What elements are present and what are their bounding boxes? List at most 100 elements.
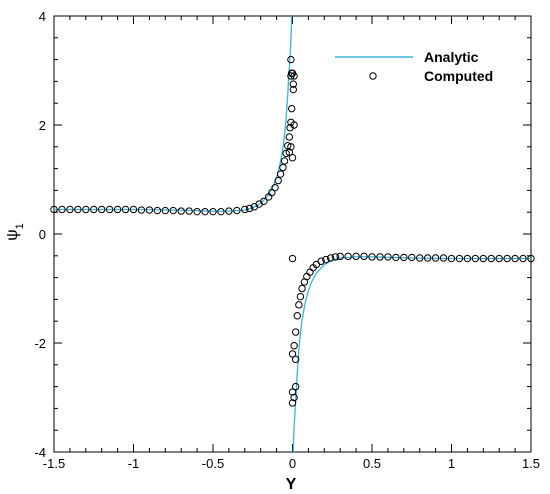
- computed-point: [271, 183, 279, 192]
- computed-point: [298, 284, 306, 293]
- computed-point: [288, 388, 297, 396]
- computed-point: [408, 253, 416, 262]
- computed-point: [400, 253, 408, 262]
- computed-point: [291, 382, 300, 391]
- computed-point: [291, 355, 300, 364]
- computed-point: [201, 207, 209, 216]
- computed-point: [287, 55, 295, 64]
- computed-point: [495, 254, 503, 263]
- y-tick-label: -4: [34, 445, 46, 460]
- x-tick-label: 1: [448, 456, 455, 471]
- computed-point: [479, 254, 487, 263]
- legend: Analytic Computed: [335, 49, 493, 84]
- computed-point: [287, 143, 295, 151]
- computed-point: [296, 292, 305, 301]
- computed-point: [511, 254, 519, 263]
- computed-point: [360, 252, 368, 261]
- computed-point: [58, 205, 66, 214]
- computed-point: [82, 205, 90, 214]
- computed-point: [285, 148, 294, 156]
- computed-point: [471, 254, 480, 263]
- computed-point: [326, 254, 335, 262]
- computed-point: [455, 254, 464, 263]
- computed-point: [290, 342, 298, 350]
- computed-point: [288, 154, 297, 162]
- y-tick-label: 0: [39, 227, 46, 242]
- computed-point: [503, 254, 511, 263]
- computed-point: [289, 80, 297, 88]
- computed-point: [161, 206, 170, 215]
- computed-point: [439, 254, 448, 262]
- computed-point: [392, 253, 400, 262]
- computed-point: [225, 207, 233, 215]
- computed-point: [169, 206, 177, 215]
- computed-point: [368, 253, 376, 261]
- computed-point: [98, 205, 106, 214]
- legend-computed-label: Computed: [424, 68, 493, 84]
- computed-point: [50, 205, 58, 214]
- y-tick-label: 2: [39, 118, 46, 133]
- computed-point: [290, 121, 298, 129]
- computed-point: [66, 205, 74, 214]
- computed-point: [285, 133, 294, 141]
- computed-point: [276, 170, 285, 178]
- computed-point: [233, 206, 241, 215]
- computed-point: [463, 254, 472, 263]
- computed-point: [282, 149, 290, 158]
- y-axis-label-main: ψ: [4, 229, 21, 240]
- computed-point: [105, 205, 114, 214]
- computed-point: [306, 268, 314, 276]
- computed-point: [193, 207, 201, 216]
- computed-point: [384, 253, 392, 261]
- computed-point: [260, 197, 268, 206]
- y-axis-label: ψ1: [4, 223, 26, 241]
- computed-point: [209, 207, 217, 216]
- x-tick-label: -1: [128, 456, 140, 471]
- y-tick-label: 4: [39, 9, 46, 24]
- computed-point: [153, 206, 162, 215]
- analytic-line-segment-1: [54, 15, 293, 212]
- computed-point: [217, 207, 225, 216]
- computed-point: [185, 207, 193, 215]
- computed-point: [288, 350, 297, 358]
- computed-point: [274, 176, 282, 185]
- y-tick-label: -2: [34, 336, 46, 351]
- computed-point: [431, 254, 440, 262]
- x-tick-label: 0.5: [363, 456, 381, 471]
- x-tick-label: 1.5: [522, 456, 540, 471]
- computed-point: [145, 206, 154, 214]
- analytic-line-segment-2: [292, 256, 531, 453]
- computed-point: [241, 205, 249, 214]
- computed-point: [423, 254, 432, 262]
- computed-point: [344, 252, 352, 261]
- y-axis-label-subscript: 1: [14, 223, 26, 229]
- computed-point: [288, 399, 297, 407]
- computed-point: [288, 104, 296, 113]
- computed-point: [303, 272, 311, 281]
- computed-point: [289, 85, 297, 94]
- computed-point: [322, 255, 330, 264]
- computed-point: [90, 205, 98, 214]
- computed-point: [447, 254, 456, 263]
- computed-point: [113, 205, 122, 214]
- computed-point: [291, 328, 300, 336]
- computed-point: [177, 207, 185, 215]
- computed-point: [416, 254, 424, 262]
- computed-point: [527, 254, 535, 263]
- computed-point: [287, 72, 295, 80]
- x-axis-label: Y: [286, 476, 297, 493]
- computed-point: [317, 257, 325, 265]
- computed-point: [121, 205, 130, 214]
- computed-point: [245, 204, 254, 213]
- computed-point: [519, 254, 527, 263]
- computed-point: [331, 253, 340, 261]
- computed-point: [336, 252, 344, 261]
- computed-point: [129, 205, 138, 214]
- series-layer: [50, 15, 535, 453]
- computed-point: [137, 206, 146, 214]
- computed-point: [295, 301, 303, 309]
- computed-point: [280, 157, 289, 165]
- computed-point: [376, 253, 384, 261]
- legend-analytic-label: Analytic: [424, 49, 479, 65]
